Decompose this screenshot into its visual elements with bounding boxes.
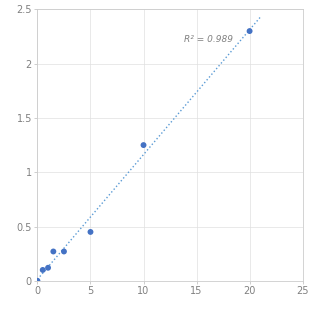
- Point: [141, 143, 146, 148]
- Point: [61, 249, 66, 254]
- Text: R² = 0.989: R² = 0.989: [184, 35, 233, 44]
- Point: [46, 265, 51, 270]
- Point: [247, 29, 252, 34]
- Point: [35, 278, 40, 283]
- Point: [51, 249, 56, 254]
- Point: [40, 267, 45, 272]
- Point: [88, 229, 93, 234]
